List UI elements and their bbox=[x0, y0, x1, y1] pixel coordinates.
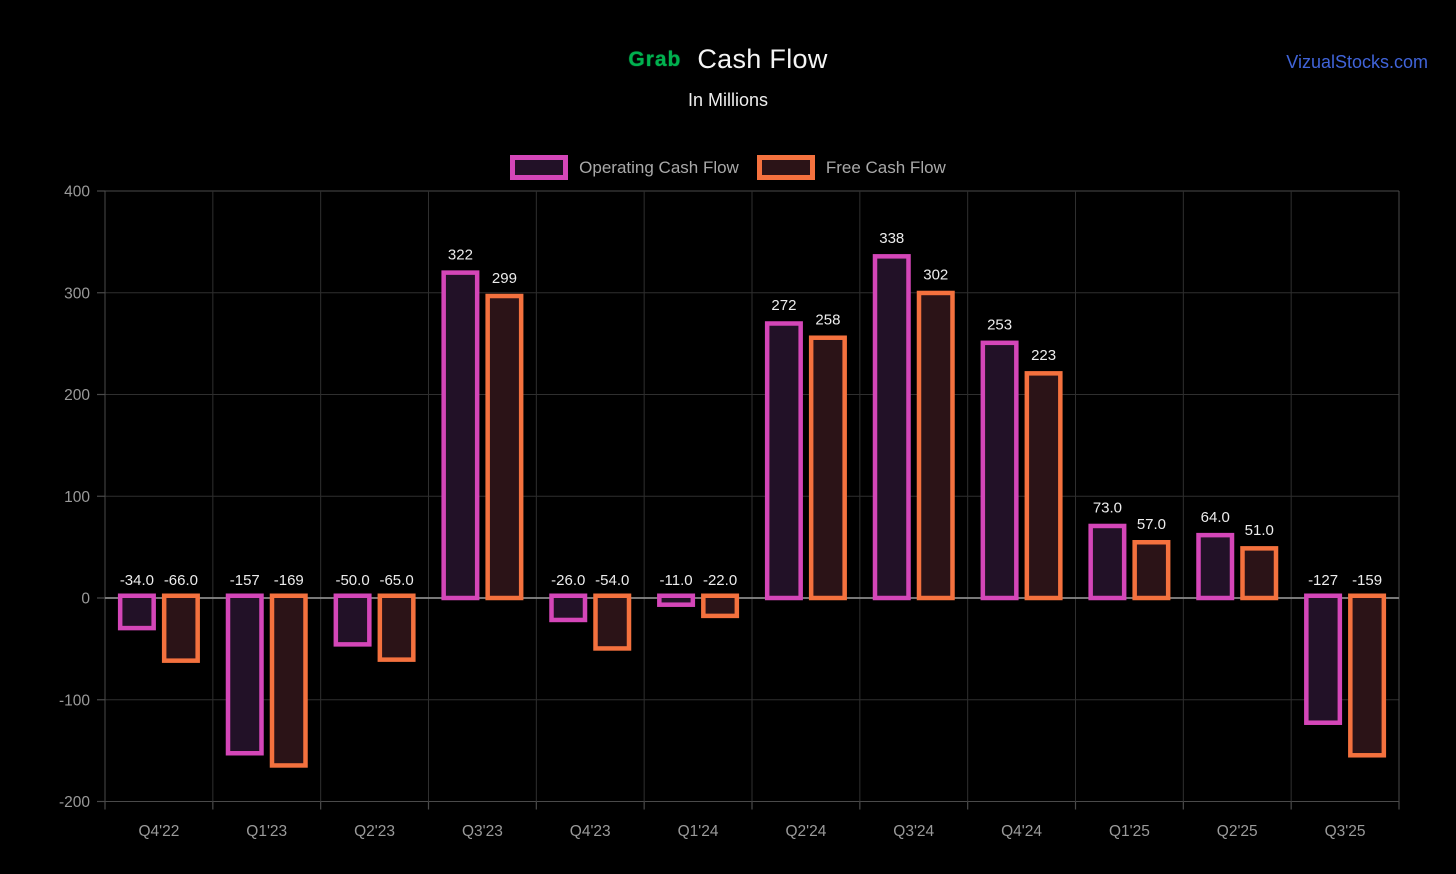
y-axis-label: -200 bbox=[59, 794, 90, 811]
bar-operating-cash-flow bbox=[225, 593, 264, 756]
chart-subtitle: In Millions bbox=[687, 90, 769, 110]
bar-value-label: 272 bbox=[771, 297, 796, 314]
bar-operating-cash-flow bbox=[549, 593, 588, 623]
bar-value-label: -50.0 bbox=[335, 572, 369, 589]
y-axis-label: 400 bbox=[64, 184, 90, 201]
bar-free-cash-flow bbox=[593, 593, 632, 651]
bar-value-label: -169 bbox=[274, 572, 304, 589]
x-axis-label: Q2'25 bbox=[1217, 823, 1258, 840]
bar-value-label: 73.0 bbox=[1093, 500, 1122, 517]
bar-value-label: -65.0 bbox=[379, 572, 413, 589]
legend-swatch-operating bbox=[510, 155, 569, 180]
bar-value-label: -157 bbox=[230, 572, 260, 589]
bar-free-cash-flow bbox=[1240, 546, 1279, 601]
x-axis-label: Q4'24 bbox=[1001, 823, 1042, 840]
bar-value-label: -11.0 bbox=[660, 572, 693, 589]
x-axis-label: Q3'25 bbox=[1325, 823, 1366, 840]
bar-operating-cash-flow bbox=[872, 254, 911, 601]
x-axis-label: Q4'23 bbox=[570, 823, 611, 840]
x-axis-label: Q2'24 bbox=[785, 823, 826, 840]
legend-label-free: Free Cash Flow bbox=[825, 157, 946, 177]
bar-free-cash-flow bbox=[485, 293, 524, 601]
y-axis-label: 300 bbox=[64, 285, 90, 302]
bar-value-label: 57.0 bbox=[1137, 516, 1166, 533]
bar-operating-cash-flow bbox=[117, 593, 156, 631]
bar-free-cash-flow bbox=[1024, 371, 1063, 601]
bar-value-label: -54.0 bbox=[595, 572, 629, 589]
bar-free-cash-flow bbox=[161, 593, 200, 663]
x-axis-label: Q2'23 bbox=[354, 823, 395, 840]
bar-value-label: -66.0 bbox=[164, 572, 198, 589]
x-axis-label: Q3'23 bbox=[462, 823, 503, 840]
bar-operating-cash-flow bbox=[441, 270, 480, 601]
bar-value-label: 64.0 bbox=[1201, 509, 1230, 526]
x-axis-label: Q1'25 bbox=[1109, 823, 1150, 840]
bar-value-label: -22.0 bbox=[703, 572, 737, 589]
bar-value-label: -34.0 bbox=[120, 572, 154, 589]
bar-value-label: -127 bbox=[1308, 572, 1338, 589]
x-axis-label: Q1'23 bbox=[246, 823, 287, 840]
legend-swatch-free bbox=[756, 155, 815, 180]
bar-free-cash-flow bbox=[1348, 593, 1387, 758]
bar-operating-cash-flow bbox=[1304, 593, 1343, 725]
x-axis-label: Q1'24 bbox=[678, 823, 719, 840]
bar-value-label: 322 bbox=[448, 246, 473, 263]
bar-free-cash-flow bbox=[1132, 540, 1171, 601]
x-axis-label: Q4'22 bbox=[138, 823, 179, 840]
watermark-link[interactable]: VizualStocks.com bbox=[1286, 52, 1428, 72]
chart-legend: Operating Cash Flow Free Cash Flow bbox=[0, 155, 1456, 180]
bar-free-cash-flow bbox=[377, 593, 416, 662]
bar-value-label: 338 bbox=[879, 230, 904, 247]
y-axis-label: -100 bbox=[59, 692, 90, 709]
y-axis-label: 100 bbox=[64, 489, 90, 506]
bar-operating-cash-flow bbox=[1196, 532, 1235, 601]
bar-value-label: 223 bbox=[1031, 347, 1056, 364]
bar-free-cash-flow bbox=[916, 290, 955, 601]
bar-operating-cash-flow bbox=[657, 593, 696, 607]
bar-free-cash-flow bbox=[808, 335, 847, 601]
bar-operating-cash-flow bbox=[333, 593, 372, 647]
bar-operating-cash-flow bbox=[764, 321, 803, 601]
legend-item-operating: Operating Cash Flow bbox=[510, 155, 739, 180]
bar-value-label: -26.0 bbox=[551, 572, 585, 589]
bar-value-label: 302 bbox=[923, 267, 948, 284]
bar-value-label: 299 bbox=[492, 270, 517, 287]
bar-free-cash-flow bbox=[701, 593, 740, 619]
bar-value-label: 253 bbox=[987, 317, 1012, 334]
bar-value-label: 258 bbox=[815, 311, 840, 328]
bar-operating-cash-flow bbox=[1088, 523, 1127, 601]
bar-value-label: -159 bbox=[1352, 572, 1382, 589]
bar-value-label: 51.0 bbox=[1245, 522, 1274, 539]
legend-item-free: Free Cash Flow bbox=[756, 155, 946, 180]
bar-operating-cash-flow bbox=[980, 340, 1019, 601]
y-axis-label: 200 bbox=[64, 387, 90, 404]
y-axis-label: 0 bbox=[81, 591, 90, 608]
bar-free-cash-flow bbox=[269, 593, 308, 768]
legend-label-operating: Operating Cash Flow bbox=[579, 157, 739, 177]
x-axis-label: Q3'24 bbox=[893, 823, 934, 840]
